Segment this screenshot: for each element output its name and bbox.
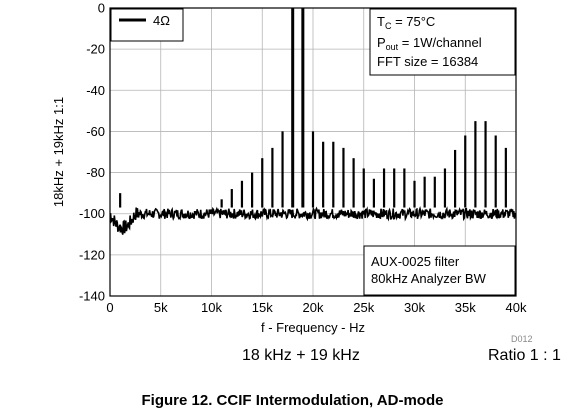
subtitle-frequencies: 18 kHz + 19 kHz [242,347,360,364]
y-tick-label: -60 [86,124,105,139]
figure-code: D012 [511,334,533,344]
y-tick-label: 0 [98,1,105,16]
x-tick-label: 30k [404,300,425,315]
condition-pout: Pout = 1W/channel [377,35,482,52]
x-tick-label: 40k [506,300,527,315]
conditions-box [369,8,516,76]
legend: 4Ω [110,8,184,42]
condition-tc: TC = 75°C [377,14,435,31]
y-tick-label: -20 [86,42,105,57]
legend-label: 4Ω [153,13,170,28]
subtitle-ratio: Ratio 1 : 1 [488,347,561,364]
x-tick-label: 10k [201,300,222,315]
filter-line-2: 80kHz Analyzer BW [371,271,487,286]
y-tick-label: -140 [79,289,105,304]
y-axis-label: 18kHz + 19kHz 1:1 [51,97,66,207]
y-tick-label: -100 [79,206,105,221]
y-tick-label: -120 [79,247,105,262]
legend-box [110,8,184,42]
condition-fft: FFT size = 16384 [377,54,478,69]
x-tick-label: 15k [252,300,273,315]
plot-frame [109,7,517,297]
x-tick-label: 25k [353,300,374,315]
noise-floor-trace [109,206,517,235]
figure-caption: Figure 12. CCIF Intermodulation, AD-mode [141,392,444,409]
y-axis-ticks: 0 -20 -40 -60 -80 -100 -120 -140 [79,1,105,304]
filter-line-1: AUX-0025 filter [371,254,460,269]
x-tick-label: 20k [303,300,324,315]
x-axis-label: f - Frequency - Hz [261,320,365,335]
x-axis-ticks: 0 5k 10k 15k 20k 25k 30k 35k 40k [106,300,527,315]
x-tick-label: 5k [154,300,168,315]
y-tick-label: -40 [86,83,105,98]
filter-box [363,245,516,296]
x-tick-label: 0 [106,300,113,315]
filter-annotation: AUX-0025 filter 80kHz Analyzer BW [363,245,516,296]
x-tick-label: 35k [455,300,476,315]
conditions-annotation: TC = 75°C Pout = 1W/channel FFT size = 1… [369,8,516,76]
y-tick-label: -80 [86,165,105,180]
series-group [109,8,517,235]
